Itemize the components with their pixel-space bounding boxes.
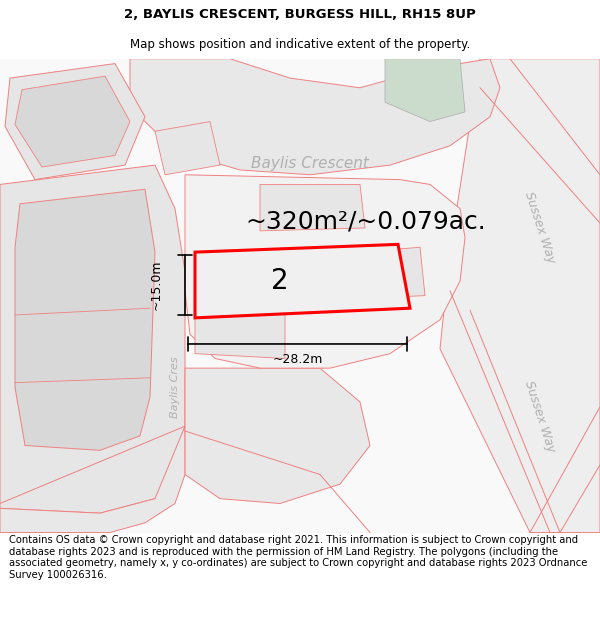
Polygon shape [5,64,145,179]
Text: Contains OS data © Crown copyright and database right 2021. This information is : Contains OS data © Crown copyright and d… [9,535,587,580]
Polygon shape [185,368,370,504]
Polygon shape [0,165,185,513]
Text: ~15.0m: ~15.0m [150,260,163,310]
Polygon shape [130,59,500,175]
Text: Baylis Cres: Baylis Cres [170,357,180,418]
Polygon shape [195,305,285,359]
Polygon shape [385,59,465,122]
Text: Map shows position and indicative extent of the property.: Map shows position and indicative extent… [130,38,470,51]
Text: Sussex Way: Sussex Way [522,191,558,266]
Polygon shape [15,189,155,451]
Text: Sussex Way: Sussex Way [522,379,558,454]
Polygon shape [360,248,425,299]
Text: 2, BAYLIS CRESCENT, BURGESS HILL, RH15 8UP: 2, BAYLIS CRESCENT, BURGESS HILL, RH15 8… [124,8,476,21]
Polygon shape [440,59,600,532]
Polygon shape [195,244,410,318]
Text: 2: 2 [271,267,289,294]
Polygon shape [260,184,365,231]
Polygon shape [0,426,185,532]
Polygon shape [155,122,220,175]
Polygon shape [15,76,130,167]
Polygon shape [0,59,600,532]
Text: Baylis Crescent: Baylis Crescent [251,156,369,171]
Text: ~320m²/~0.079ac.: ~320m²/~0.079ac. [245,209,486,233]
Text: ~28.2m: ~28.2m [272,353,323,366]
Polygon shape [185,175,465,368]
